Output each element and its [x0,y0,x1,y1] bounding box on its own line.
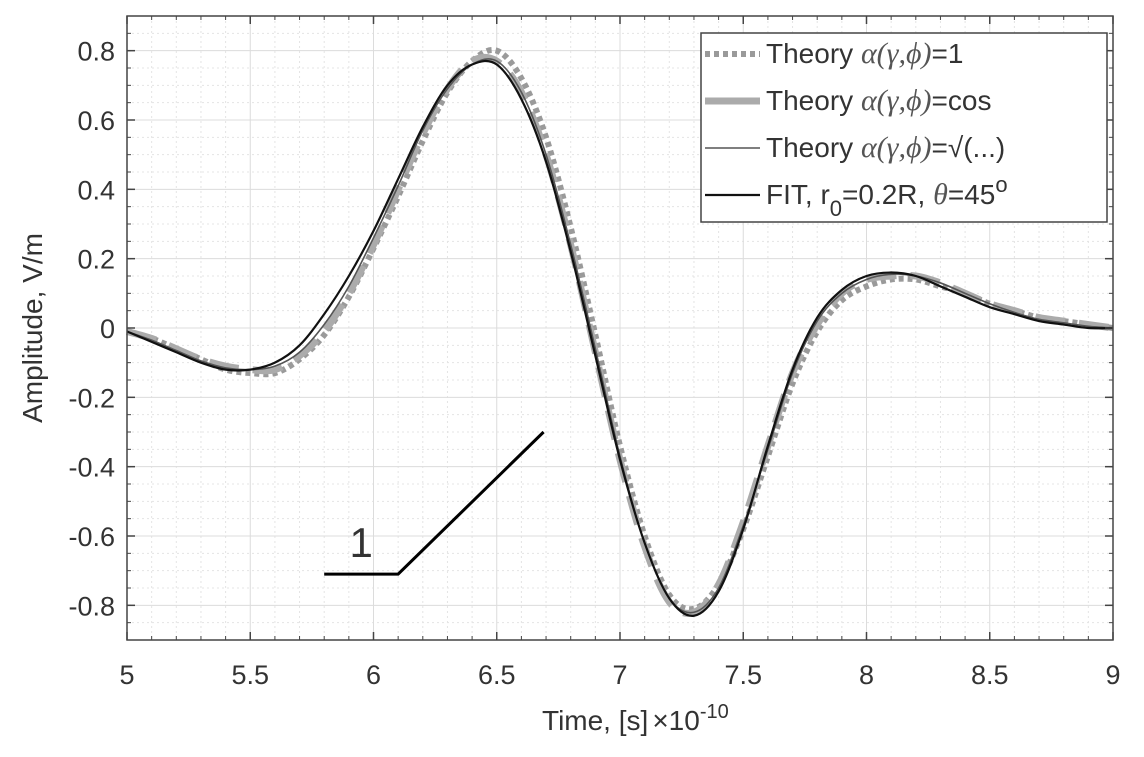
x-axis-label-text: Time, [s] [542,705,648,736]
x-axis-multiplier: ×10 [652,705,700,736]
legend-entry-2: Theory α(γ,ϕ)=cos [766,84,991,117]
x-tick-label: 6.5 [478,660,516,690]
legend-text: Theory [766,38,861,69]
legend-subscript: 0 [830,196,842,221]
x-tick-label: 9 [1105,660,1120,690]
legend-math: α(γ,ϕ) [861,37,932,70]
axes [126,15,1114,641]
legend-box [700,32,1108,223]
x-axis-label: Time, [s] ×10-10 [542,701,729,736]
y-tick-label: -0.6 [68,522,115,552]
legend-text: =cos [932,85,992,116]
legend-entry-4: FIT, r0=0.2R, θ=45o [766,172,1008,221]
series-lines [126,47,1114,617]
legend-text: =0.2R, [842,179,933,210]
y-tick-label: 0.6 [77,106,115,136]
legend-text: Theory [766,132,861,163]
x-tick-label: 8.5 [971,660,1009,690]
legend-math: α(γ,ϕ) [861,131,932,164]
annotation-label: 1 [349,519,372,566]
legend-entry-3: Theory α(γ,ϕ)=√(...) [766,131,1005,164]
x-tick-label: 7 [612,660,627,690]
annotation-line [324,430,545,576]
tick-labels: 5 5.5 6 6.5 7 7.5 8 8.5 9 -0.8 -0.6 -0.4 -0.2 0 0.2 0.4… [68,37,1120,690]
series-line-4 [126,59,1114,617]
annotation: 1 [324,430,545,576]
legend-text: =1 [932,38,964,69]
legend-superscript: o [995,172,1007,197]
legend-entry-1: Theory α(γ,ϕ)=1 [766,37,963,70]
series-line-2 [126,53,1114,617]
y-axis-label: Amplitude, V/m [17,233,48,423]
x-axis-exponent: -10 [700,701,729,723]
y-tick-label: 0 [100,314,115,344]
legend-text: FIT, r [766,179,830,210]
x-tick-label: 5.5 [231,660,269,690]
x-tick-label: 7.5 [724,660,762,690]
y-tick-label: -0.4 [68,453,115,483]
legend-math: α(γ,ϕ) [861,84,932,117]
y-tick-label: -0.2 [68,383,115,413]
legend-text: =√(...) [932,132,1006,163]
legend-math: θ [933,178,948,211]
legend-text: =45 [948,179,996,210]
x-tick-label: 5 [119,660,134,690]
y-tick-label: 0.8 [77,37,115,67]
x-tick-label: 8 [859,660,874,690]
x-tick-label: 6 [366,660,381,690]
y-tick-label: 0.2 [77,245,115,275]
plot-frame [126,15,1114,641]
legend-text: Theory [766,85,861,116]
y-tick-label: 0.4 [77,175,115,205]
y-tick-label: -0.8 [68,591,115,621]
